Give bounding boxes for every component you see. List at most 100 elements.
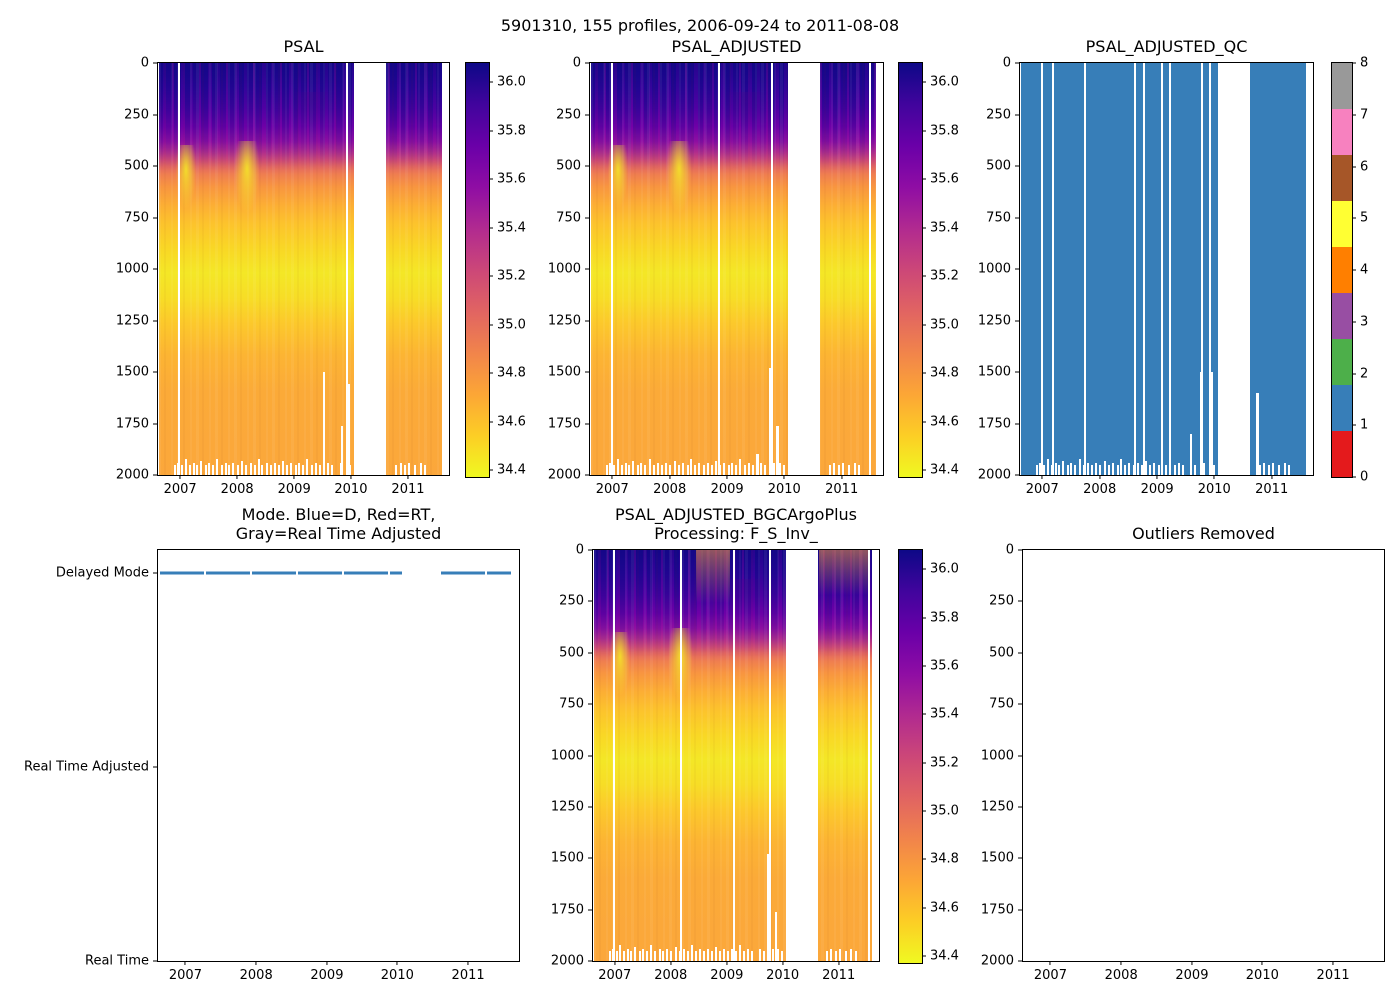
colorbar-tick-label: 34.6 [930, 414, 959, 430]
profile-bottom-notch [777, 948, 780, 961]
y-tick-mark [585, 474, 589, 476]
y-tick-label: 2000 [547, 467, 581, 483]
colorbar-tick-35.0: 35.0 [922, 804, 959, 819]
x-tick-label: 2011 [825, 482, 859, 497]
right-margin [442, 63, 449, 475]
colorbar-tick-label: 35.2 [497, 268, 526, 284]
plasma-colorbar-gradient [899, 63, 922, 477]
qc-color-segment [1332, 293, 1352, 339]
profile-bottom-notch [1120, 458, 1123, 475]
y-tick-label: 250 [986, 107, 1011, 122]
x-tick-2008: 2008 [221, 475, 254, 497]
profile-bottom-notch [1173, 464, 1176, 475]
x-tick-mark [184, 961, 186, 965]
x-tick-label: 2009 [1175, 968, 1209, 983]
profile-bottom-notch [240, 460, 243, 475]
profile-bottom-notch [707, 948, 710, 961]
y-tick-500: 500 [989, 645, 1022, 660]
x-tick-mark [1191, 961, 1193, 965]
profile-bottom-notch [228, 464, 231, 475]
profile-bottom-notch [1140, 464, 1143, 475]
x-tick-2007: 2007 [164, 475, 197, 497]
y-tick-2000: 2000 [551, 954, 592, 969]
profile-bottom-notch [673, 460, 676, 475]
profile-bottom-notch [224, 462, 227, 475]
y-tick-mark [1015, 423, 1019, 424]
panel-qc-title: PSAL_ADJUSTED_QC [1085, 37, 1248, 56]
x-tick-label: 2010 [1197, 482, 1231, 497]
colorbar-tick-34.8: 34.8 [489, 366, 526, 381]
fresh-plume [663, 141, 696, 253]
profile-bottom-notch [1258, 464, 1261, 475]
psal-heatmap-image [158, 63, 449, 475]
x-tick-mark [1049, 961, 1051, 965]
colorbar-tick-mark [922, 372, 926, 374]
panel-psal: PSAL 0 250 500 750 1000 1250 1500 1750 2000 2007… [116, 37, 450, 497]
bgc-heatmap-image [593, 550, 879, 961]
y-tick-mark [1015, 62, 1019, 64]
y-tick-label: 0 [1002, 55, 1011, 71]
y-tick-250: 250 [556, 107, 589, 122]
y-tick-label: Real Time Adjusted [24, 759, 149, 775]
y-tick-2000: 2000 [978, 468, 1019, 483]
profile-bottom-notch [616, 458, 619, 475]
y-tick-label: 1750 [115, 416, 149, 431]
y-tick-1000: 1000 [548, 262, 589, 277]
column-streaks [590, 63, 883, 475]
profile-bottom-notch [650, 944, 653, 961]
y-tick-0: 0 [141, 56, 157, 71]
profile-bottom-notch [758, 948, 761, 961]
x-tick-2011: 2011 [1255, 475, 1288, 497]
y-tick-label: 1000 [547, 261, 581, 277]
missing-profile-line [1169, 63, 1172, 475]
panel-mode: Mode. Blue=D, Red=RT, Gray=Real Time Adj… [24, 505, 520, 983]
profile-bottom-notch [723, 462, 726, 475]
colorbar-tick-36.0: 36.0 [489, 75, 526, 90]
y-tick-1000: 1000 [551, 748, 592, 763]
panel-qc: PSAL_ADJUSTED_QC 0 250 500 750 1000 1250 1500 1… [978, 37, 1314, 497]
x-tick-label: 2011 [451, 968, 485, 983]
y-tick-mark [1018, 549, 1022, 551]
profile-bottom-notch [837, 464, 840, 475]
profile-bottom-notch [652, 464, 655, 475]
profile-bottom-notch [1074, 464, 1077, 475]
y-tick-mark [1018, 909, 1022, 911]
profile-bottom-notch [1208, 462, 1211, 475]
profile-bottom-notch [826, 950, 829, 961]
colorbar-tick-mark [922, 227, 926, 229]
y-tick-label: 750 [559, 696, 584, 712]
x-tick-mark [179, 475, 181, 479]
profile-bottom-notch [648, 458, 651, 475]
y-tick-label: 1500 [977, 364, 1011, 380]
colorbar-tick-35.4: 35.4 [922, 220, 959, 235]
colorbar-tick-mark [489, 130, 493, 132]
colorbar-tick-label: 35.6 [930, 658, 959, 674]
profile-bottom-notch [1132, 464, 1135, 475]
x-tick-2010: 2010 [334, 475, 367, 497]
profile-bottom-notch [245, 464, 248, 475]
y-tick-mark [1018, 806, 1022, 808]
x-tick-label: 2007 [595, 482, 629, 497]
y-tick-label: 1750 [980, 902, 1014, 918]
surface-streaks [158, 63, 449, 475]
mode-title-line1: Mode. Blue=D, Red=RT, [241, 505, 436, 524]
profile-bottom-notch [710, 950, 713, 961]
colorbar-tick-label: 34.8 [930, 365, 959, 381]
colorbar-tick-34.8: 34.8 [922, 852, 959, 867]
profile-bottom-notch [638, 950, 641, 961]
fresh-plume [172, 145, 199, 245]
profile-bottom-notch [743, 464, 746, 475]
x-tick-label: 2009 [277, 482, 311, 497]
y-tick-mark [1018, 652, 1022, 654]
x-tick-2010: 2010 [768, 475, 801, 497]
colorbar-tick-mark [922, 858, 926, 860]
profile-bottom-notch [764, 464, 767, 475]
y-tick-mark [588, 652, 592, 654]
data-gap [1217, 63, 1250, 475]
profile-bottom-notch [718, 464, 721, 475]
profile-bottom-notch [1203, 462, 1206, 475]
x-tick-mark [614, 961, 616, 965]
profile-bottom-notch [270, 464, 273, 475]
x-tick-2007: 2007 [169, 961, 202, 983]
x-tick-2009: 2009 [1175, 961, 1208, 983]
